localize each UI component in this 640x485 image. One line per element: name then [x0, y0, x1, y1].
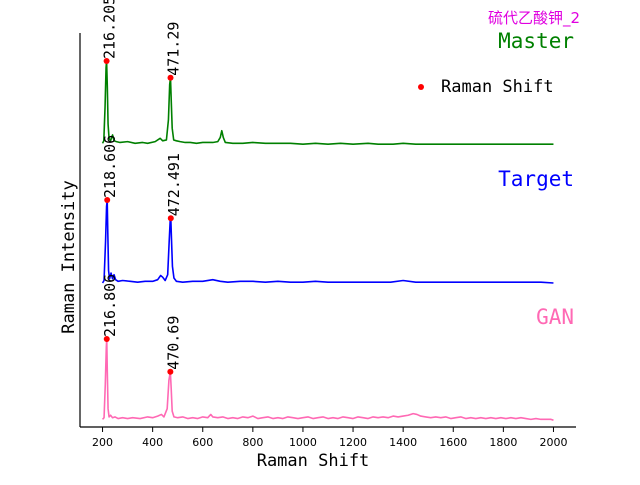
peak-label: 472.491	[165, 153, 183, 216]
peak-marker	[167, 368, 174, 375]
x-tick-label: 1800	[489, 436, 517, 449]
peak-label: 216.806	[101, 274, 119, 337]
x-tick-label: 400	[142, 436, 163, 449]
series-master: Master 216.205 471.29	[101, 0, 574, 145]
y-axis-label: Raman Intensity	[59, 180, 79, 334]
series-target: Target 218.606 472.491	[101, 135, 574, 284]
peak-label: 216.205	[101, 0, 119, 59]
x-tick-label: 1400	[389, 436, 417, 449]
x-tick-label: 200	[92, 436, 113, 449]
series-layer: Master 216.205 471.29 Target 218.606 472.491 G…	[101, 0, 574, 421]
peak-label: 218.606	[101, 135, 119, 198]
x-tick-label: 600	[192, 436, 213, 449]
x-tick-label: 800	[242, 436, 263, 449]
series-name-label: GAN	[536, 305, 574, 329]
series-gan: GAN 216.806 470.69	[101, 274, 574, 421]
x-ticks: 200 400 600 800 1000 1200 1400 1600 1800 2000	[92, 427, 567, 449]
peak-label: 470.69	[164, 316, 182, 370]
peak-label: 471.29	[165, 22, 183, 76]
chart-title: 硫代乙酸钾_2	[488, 9, 580, 28]
peak-marker	[167, 215, 174, 222]
axes: 200 400 600 800 1000 1200 1400 1600 1800 2000	[79, 33, 576, 449]
peak-marker	[104, 197, 111, 203]
x-tick-label: 2000	[539, 436, 567, 449]
legend: Raman Shift	[418, 77, 554, 97]
series-line-target	[101, 199, 554, 284]
x-tick-label: 1200	[339, 436, 367, 449]
peak-marker	[103, 336, 110, 342]
legend-label: Raman Shift	[441, 77, 554, 97]
x-tick-label: 1600	[439, 436, 467, 449]
series-line-master	[101, 60, 554, 145]
series-name-label: Master	[498, 29, 574, 53]
series-line-gan	[101, 338, 554, 421]
legend-marker	[418, 84, 424, 90]
peak-marker	[167, 74, 174, 81]
x-tick-label: 1000	[289, 436, 317, 449]
peak-marker	[103, 58, 110, 64]
series-name-label: Target	[498, 167, 574, 191]
x-axis-label: Raman Shift	[257, 451, 370, 471]
